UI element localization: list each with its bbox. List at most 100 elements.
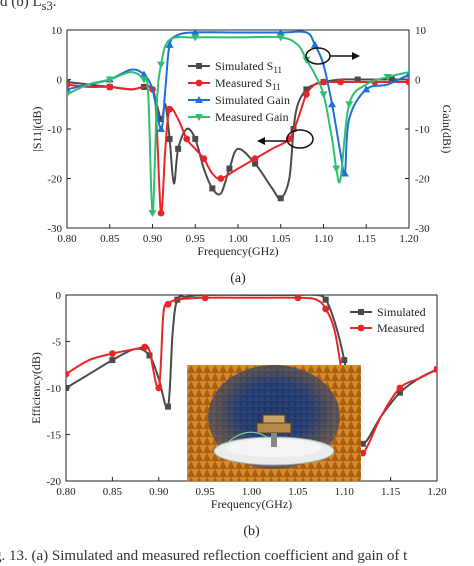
x-tick-label: 1.20 (427, 486, 447, 498)
data-point (201, 295, 209, 302)
data-point (319, 91, 328, 99)
y-tick-label: -15 (46, 430, 61, 442)
y-tick-label: 10 (51, 25, 63, 37)
legend-marker (358, 309, 364, 315)
legend-label: Simulated (377, 305, 426, 319)
y-right-tick-label: -20 (415, 174, 430, 186)
data-point (340, 169, 349, 177)
series-line (67, 30, 409, 176)
data-point (383, 74, 392, 82)
data-point (106, 83, 114, 91)
y-tick-label: -30 (47, 223, 62, 235)
data-point (157, 61, 166, 69)
axis-annotations (257, 47, 360, 149)
x-tick-label: 1.15 (357, 233, 377, 245)
caption-bottom: g. 13. (a) Simulated and measured reflec… (0, 548, 408, 564)
data-point (157, 209, 165, 217)
caption-top: d (b) Ls3. (0, 0, 57, 14)
series-measured-gain (67, 34, 409, 218)
x-tick-label: 1.05 (288, 486, 308, 498)
x-tick-label: 0.95 (196, 486, 216, 498)
data-point (66, 370, 70, 378)
legend-marker (195, 96, 203, 103)
legend-subscript: 11 (273, 65, 282, 75)
y-axis-label: |S11|(dB) (30, 106, 44, 151)
data-point (276, 34, 285, 42)
data-point (322, 296, 329, 303)
data-point (388, 76, 395, 83)
data-point (67, 81, 71, 88)
data-point (294, 295, 302, 302)
data-point (320, 78, 327, 86)
data-point (165, 40, 174, 48)
caption-top-main: d (b) L (0, 0, 42, 10)
data-point (141, 343, 149, 351)
anechoic-chamber-image (187, 365, 361, 481)
data-point (67, 85, 71, 93)
data-point (332, 165, 341, 173)
right-arrow-head (352, 52, 360, 60)
legend-b: Simulated Measured (350, 305, 426, 335)
data-point (341, 357, 348, 364)
data-point (148, 210, 157, 218)
data-point (362, 85, 371, 93)
x-tick-label: 1.00 (228, 233, 248, 245)
y-right-tick-label: -10 (415, 124, 430, 136)
chart-panel-2: 0.80 0.85 0.90 0.95 1.00 1.05 1.10 1.15 1.20 0 -5 -… (29, 290, 447, 539)
data-point (303, 86, 310, 93)
legend-marker (357, 324, 365, 332)
data-point (155, 384, 163, 392)
data-point (183, 135, 191, 143)
data-point (209, 185, 216, 192)
data-point (322, 305, 330, 313)
panel-label: (a) (230, 271, 246, 286)
series-line (66, 295, 437, 445)
data-point (433, 366, 437, 373)
x-axis-label: Frequency(GHz) (211, 497, 292, 511)
data-point (191, 30, 200, 36)
data-point (396, 389, 403, 396)
x-tick-label: 1.05 (271, 233, 291, 245)
legend-marker (196, 63, 202, 69)
legend-label: Simulated Gain (215, 93, 290, 107)
x-axis-label: Frequency(GHz) (197, 244, 278, 258)
data-point (108, 350, 116, 357)
series-simulated-gain (67, 30, 409, 177)
legend-label: Measured S11 (215, 76, 281, 92)
legend-label: Measured (377, 321, 424, 335)
data-point (164, 300, 172, 308)
y-tick-label: -20 (47, 174, 62, 186)
data-point (328, 100, 337, 108)
legend-marker (195, 114, 203, 121)
data-point (191, 34, 200, 42)
x-tick-label: 1.15 (381, 486, 401, 498)
antenna-photo (187, 365, 361, 481)
y-tick-label: 0 (56, 290, 62, 302)
x-tick-label: 1.10 (314, 233, 334, 245)
data-point (200, 155, 208, 163)
y-tick-label: -10 (47, 124, 62, 136)
x-tick-label: 0.90 (149, 486, 169, 498)
x-tick-label: 0.80 (57, 233, 77, 245)
data-point (276, 30, 285, 36)
panel-label: (b) (243, 524, 260, 539)
legend-label: Simulated S11 (215, 59, 282, 75)
data-point (175, 145, 182, 152)
data-point (226, 165, 233, 172)
x-tick-label: 0.85 (103, 486, 123, 498)
data-point (192, 135, 199, 142)
data-point (251, 155, 259, 163)
left-arrow-head (257, 137, 265, 145)
data-point (158, 116, 165, 123)
chart-panel-1: 0.80 0.85 0.90 0.95 1.00 1.05 1.10 1.15 1.20 10 0 -… (30, 25, 454, 286)
data-point (277, 195, 284, 202)
y-axis-label: Efficiency(dB) (29, 352, 43, 424)
x-tick-label: 0.90 (143, 233, 163, 245)
data-point (359, 449, 367, 457)
caption-top-end: . (52, 0, 57, 10)
data-point (252, 160, 259, 167)
data-point (139, 76, 148, 84)
data-point (405, 70, 409, 78)
x-tick-label: 1.10 (335, 486, 355, 498)
